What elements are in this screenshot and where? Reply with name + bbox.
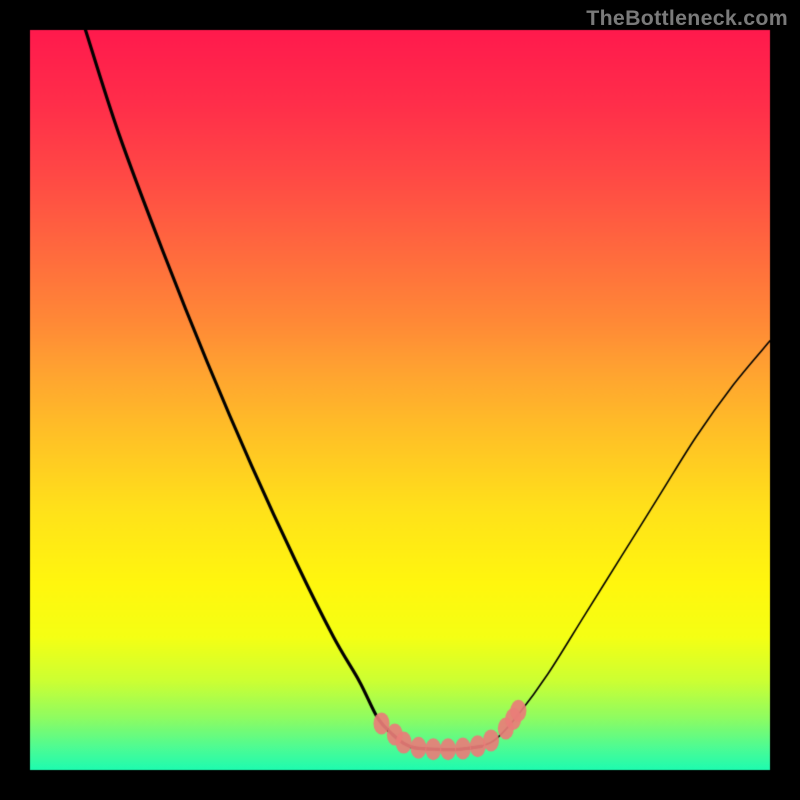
- watermark-text: TheBottleneck.com: [586, 6, 788, 31]
- chart-stage: TheBottleneck.com: [0, 0, 800, 800]
- bottleneck-chart-canvas: [0, 0, 800, 800]
